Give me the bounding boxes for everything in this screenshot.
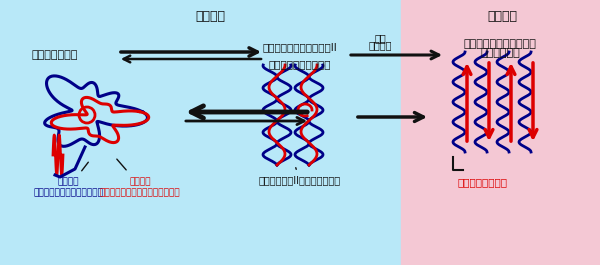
Text: ランダムコイル: ランダムコイル [32, 50, 78, 60]
Text: 脱水: 脱水 [374, 33, 386, 43]
Text: 【固体】: 【固体】 [487, 10, 517, 23]
Bar [0, 0, 401, 265]
Text: および繊維化: および繊維化 [480, 48, 520, 58]
Text: ヘリックス構造を形成: ヘリックス構造を形成 [269, 59, 331, 69]
Text: ベータシート構造の形成: ベータシート構造の形成 [464, 39, 536, 49]
Text: ベータシート構造: ベータシート構造 [458, 177, 508, 187]
Text: ポリプロリンIIヘリックス構造: ポリプロリンIIヘリックス構造 [259, 175, 341, 185]
Text: 剪断応力: 剪断応力 [368, 40, 392, 50]
Bar [401, 0, 600, 265]
Text: 非晶領域がポリプロリンII: 非晶領域がポリプロリンII [263, 42, 337, 52]
Text: 非晶領域
（グリシンが多く含まれる）: 非晶領域 （グリシンが多く含まれる） [33, 177, 103, 197]
Text: 結晶領域
（ポリアラニンから構成される）: 結晶領域 （ポリアラニンから構成される） [100, 177, 181, 197]
Text: 【溶液】: 【溶液】 [195, 10, 225, 23]
